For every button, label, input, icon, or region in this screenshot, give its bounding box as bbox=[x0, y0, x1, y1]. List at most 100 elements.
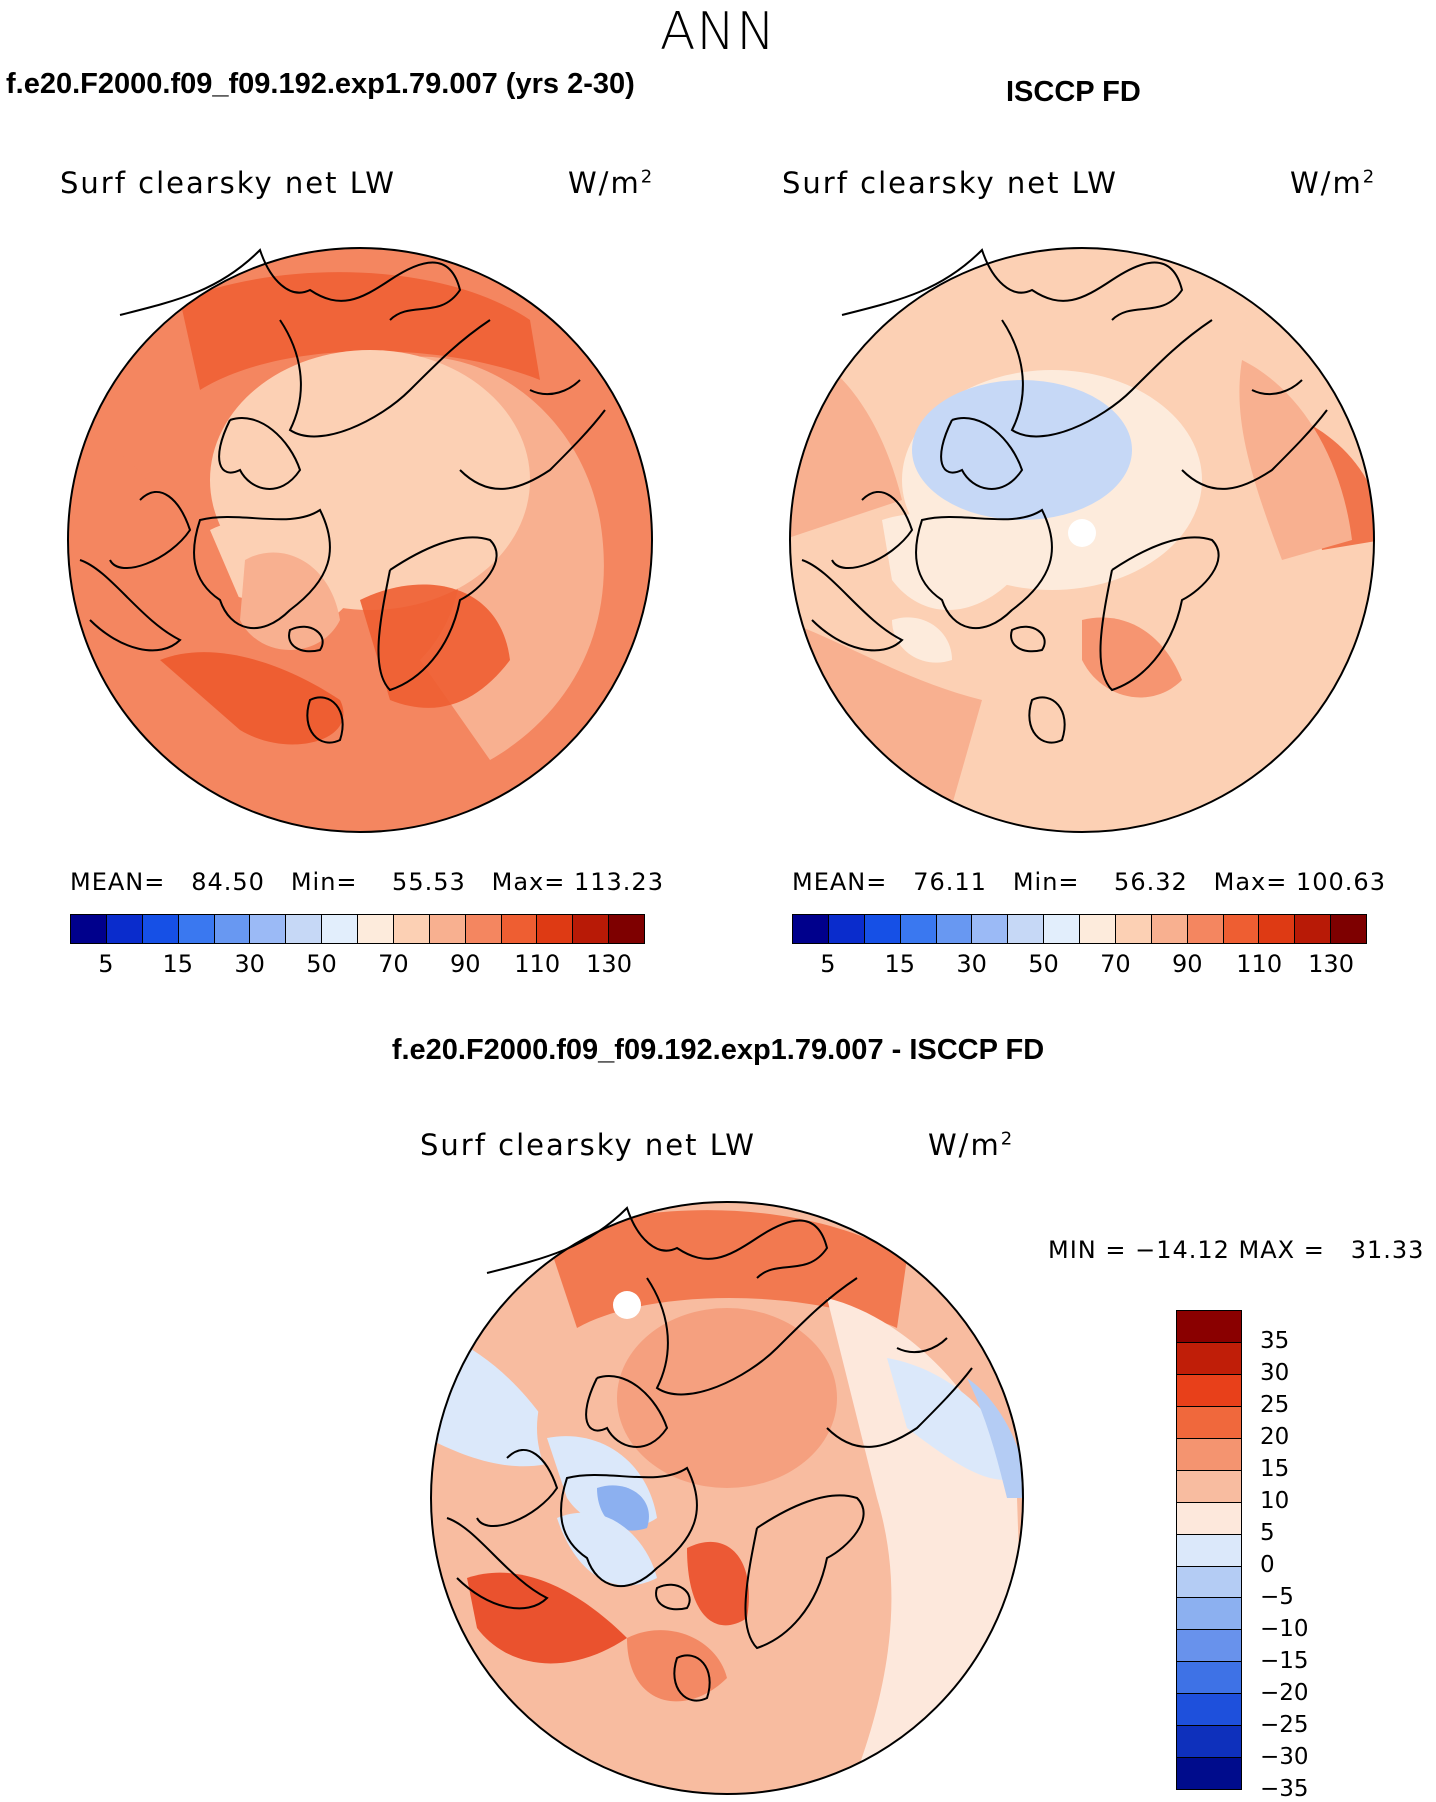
colorbar-tick-label: 30 bbox=[234, 950, 265, 978]
diff-colorbar-tick-label: 35 bbox=[1260, 1328, 1290, 1354]
obs-colorbar bbox=[792, 914, 1367, 944]
diff-colorbar-tick-label: −15 bbox=[1260, 1648, 1309, 1674]
model-colorbar bbox=[70, 914, 645, 944]
diff-colorbar-swatch bbox=[1177, 1758, 1241, 1790]
colorbar-swatch bbox=[1044, 915, 1080, 943]
diff-minmax: MIN = −14.12 MAX = 31.33 bbox=[1048, 1236, 1425, 1264]
page-title: ANN bbox=[659, 2, 777, 62]
diff-colorbar-tick-label: −30 bbox=[1260, 1744, 1309, 1770]
colorbar-swatch bbox=[322, 915, 358, 943]
colorbar-swatch bbox=[609, 915, 644, 943]
diff-colorbar-swatch bbox=[1177, 1406, 1241, 1439]
colorbar-tick-label: 70 bbox=[378, 950, 409, 978]
diff-colorbar-tick-label: 30 bbox=[1260, 1360, 1290, 1386]
diff-colorbar-tick-label: −35 bbox=[1260, 1776, 1309, 1802]
colorbar-swatch bbox=[142, 915, 179, 943]
colorbar-tick-label: 90 bbox=[450, 950, 481, 978]
diff-polar-map bbox=[430, 1201, 1024, 1795]
colorbar-swatch bbox=[358, 915, 394, 943]
diff-colorbar-tick-label: −20 bbox=[1260, 1680, 1309, 1706]
colorbar-swatch bbox=[1151, 915, 1188, 943]
diff-colorbar-swatch bbox=[1177, 1598, 1241, 1631]
diff-case-title: f.e20.F2000.f09_f09.192.exp1.79.007 - IS… bbox=[391, 1034, 1045, 1066]
colorbar-swatch bbox=[573, 915, 610, 943]
colorbar-tick-label: 90 bbox=[1172, 950, 1203, 978]
colorbar-tick-label: 15 bbox=[162, 950, 194, 978]
colorbar-swatch bbox=[828, 915, 865, 943]
colorbar-swatch bbox=[429, 915, 466, 943]
diff-colorbar bbox=[1176, 1310, 1242, 1790]
colorbar-swatch bbox=[286, 915, 323, 943]
colorbar-swatch bbox=[1187, 915, 1224, 943]
diff-colorbar-tick-label: 15 bbox=[1260, 1456, 1290, 1482]
obs-colorbar-ticks: 5 15 30 50 70 90 110 130 bbox=[792, 950, 1367, 980]
colorbar-swatch bbox=[1259, 915, 1296, 943]
colorbar-tick-label: 15 bbox=[884, 950, 916, 978]
colorbar-swatch bbox=[501, 915, 538, 943]
diff-colorbar-swatch bbox=[1177, 1534, 1241, 1567]
obs-stats: MEAN= 76.11 Min= 56.32 Max= 100.63 bbox=[792, 868, 1386, 896]
colorbar-swatch bbox=[900, 915, 937, 943]
diff-colorbar-swatch bbox=[1177, 1438, 1241, 1471]
colorbar-swatch bbox=[214, 915, 251, 943]
diff-variable-label: Surf clearsky net LW bbox=[420, 1128, 756, 1162]
colorbar-swatch bbox=[864, 915, 901, 943]
diff-colorbar-swatch bbox=[1177, 1726, 1241, 1759]
colorbar-swatch bbox=[393, 915, 430, 943]
diff-colorbar-tick-label: 25 bbox=[1260, 1392, 1290, 1418]
diff-colorbar-tick-label: −10 bbox=[1260, 1616, 1309, 1642]
diff-colorbar-swatch bbox=[1177, 1630, 1241, 1663]
colorbar-tick-label: 50 bbox=[306, 950, 337, 978]
colorbar-tick-label: 5 bbox=[98, 950, 114, 978]
colorbar-tick-label: 130 bbox=[586, 950, 632, 978]
colorbar-swatch bbox=[465, 915, 502, 943]
model-colorbar-ticks: 5 15 30 50 70 90 110 130 bbox=[70, 950, 645, 980]
model-case-title: f.e20.F2000.f09_f09.192.exp1.79.007 (yrs… bbox=[6, 68, 635, 100]
colorbar-tick-label: 30 bbox=[956, 950, 987, 978]
model-stats: MEAN= 84.50 Min= 55.53 Max= 113.23 bbox=[70, 868, 664, 896]
diff-colorbar-tick-label: 20 bbox=[1260, 1424, 1290, 1450]
colorbar-swatch bbox=[178, 915, 215, 943]
colorbar-tick-label: 110 bbox=[1236, 950, 1283, 978]
colorbar-swatch bbox=[71, 915, 107, 943]
colorbar-tick-label: 110 bbox=[514, 950, 561, 978]
diff-colorbar-swatch bbox=[1177, 1311, 1241, 1343]
diff-colorbar-swatch bbox=[1177, 1662, 1241, 1695]
diff-units-label: W/m2 bbox=[928, 1128, 1015, 1162]
colorbar-swatch bbox=[1008, 915, 1045, 943]
obs-case-title: ISCCP FD bbox=[1006, 76, 1141, 108]
colorbar-tick-label: 130 bbox=[1308, 950, 1354, 978]
colorbar-swatch bbox=[250, 915, 287, 943]
diff-colorbar-swatch bbox=[1177, 1566, 1241, 1599]
colorbar-swatch bbox=[1115, 915, 1152, 943]
diff-colorbar-ticks: 35 30 25 20 15 10 5 0 −5 −10 −15 −20 −25 −30 −35 bbox=[1260, 1310, 1360, 1802]
diff-colorbar-tick-label: 5 bbox=[1260, 1520, 1275, 1546]
obs-units-label: W/m2 bbox=[1290, 166, 1377, 200]
colorbar-swatch bbox=[1295, 915, 1332, 943]
diff-colorbar-swatch bbox=[1177, 1342, 1241, 1375]
colorbar-tick-label: 5 bbox=[820, 950, 836, 978]
diff-colorbar-swatch bbox=[1177, 1470, 1241, 1503]
colorbar-swatch bbox=[936, 915, 973, 943]
colorbar-swatch bbox=[1331, 915, 1366, 943]
diff-colorbar-tick-label: −5 bbox=[1260, 1584, 1294, 1610]
colorbar-swatch bbox=[537, 915, 574, 943]
colorbar-tick-label: 70 bbox=[1100, 950, 1131, 978]
diff-colorbar-swatch bbox=[1177, 1502, 1241, 1535]
diff-colorbar-tick-label: −25 bbox=[1260, 1712, 1309, 1738]
diff-colorbar-swatch bbox=[1177, 1694, 1241, 1727]
colorbar-swatch bbox=[1223, 915, 1260, 943]
colorbar-swatch bbox=[1080, 915, 1116, 943]
model-variable-label: Surf clearsky net LW bbox=[60, 166, 396, 200]
colorbar-swatch bbox=[972, 915, 1009, 943]
diff-colorbar-tick-label: 10 bbox=[1260, 1488, 1290, 1514]
obs-polar-map bbox=[789, 247, 1375, 833]
obs-variable-label: Surf clearsky net LW bbox=[782, 166, 1118, 200]
colorbar-swatch bbox=[793, 915, 829, 943]
diff-colorbar-tick-label: 0 bbox=[1260, 1552, 1275, 1578]
diff-colorbar-swatch bbox=[1177, 1374, 1241, 1407]
model-units-label: W/m2 bbox=[568, 166, 655, 200]
colorbar-tick-label: 50 bbox=[1028, 950, 1059, 978]
colorbar-swatch bbox=[106, 915, 143, 943]
model-polar-map bbox=[67, 247, 653, 833]
